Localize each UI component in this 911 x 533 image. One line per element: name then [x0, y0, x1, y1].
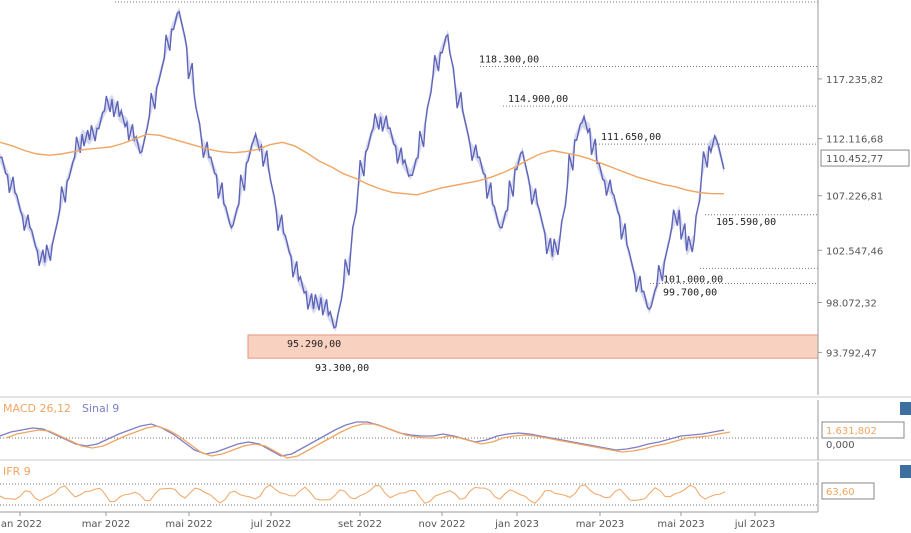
- panel-menu-icon: [900, 402, 911, 415]
- level-label: 111.650,00: [601, 132, 661, 143]
- ifr-value: 63,60: [826, 487, 855, 498]
- macd-signal-line: [5, 423, 731, 459]
- level-label: 95.290,00: [287, 339, 341, 350]
- time-tick-label: jul 2022: [250, 519, 292, 530]
- ifr-panel: IFR 9 63,60: [0, 462, 911, 512]
- time-tick-label: jan 2023: [494, 519, 539, 530]
- macd-signal-label: Sinal 9: [82, 402, 119, 415]
- price-tick-label: 117.235,82: [826, 75, 883, 86]
- ifr-label: IFR 9: [3, 465, 31, 478]
- level-label: 118.300,00: [479, 55, 539, 66]
- time-tick-label: jul 2023: [734, 519, 776, 530]
- current-price-label: 110.452,77: [826, 154, 883, 165]
- price-tick-label: 107.226,81: [826, 192, 883, 203]
- price-tick-label: 98.072,32: [826, 298, 877, 309]
- level-label: 114.900,00: [508, 94, 568, 105]
- level-label: 93.300,00: [315, 363, 369, 374]
- macd-zero-value: 0,000: [826, 440, 855, 451]
- time-tick-label: jan 2022: [0, 519, 42, 530]
- main-plot: [0, 1, 819, 359]
- time-tick-label: mai 2023: [657, 519, 704, 530]
- price-levels: 118.300,00 114.900,00 111.650,00 105.590,00…: [287, 55, 818, 374]
- panel-menu-icon: [900, 465, 911, 478]
- time-tick-label: nov 2022: [418, 519, 465, 530]
- macd-label: MACD 26,12: [3, 402, 71, 415]
- time-tick-label: mar 2022: [82, 519, 131, 530]
- time-tick-label: mar 2023: [576, 519, 625, 530]
- level-label: 99.700,00: [663, 288, 717, 299]
- moving-average-line: [0, 133, 724, 196]
- time-tick-label: mai 2022: [165, 519, 212, 530]
- level-label: 105.590,00: [716, 217, 776, 228]
- price-tick-label: 93.792,47: [826, 348, 877, 359]
- macd-panel: MACD 26,12 Sinal 9 1.631,802 0,000: [0, 396, 911, 461]
- macd-line: [0, 421, 725, 457]
- price-axis: 117.235,82 112.116,68 107.226,81 102.547,46…: [817, 0, 910, 395]
- current-price-box: [820, 149, 910, 167]
- macd-value-box: [821, 421, 905, 439]
- price-tick-label: 112.116,68: [826, 135, 883, 146]
- level-label: 101.000,00: [663, 274, 723, 285]
- ifr-line: [0, 484, 726, 504]
- ifr-value-box: [821, 482, 875, 500]
- price-series-line: [0, 10, 725, 329]
- macd-value: 1.631,802: [826, 426, 877, 437]
- time-tick-label: set 2022: [338, 519, 382, 530]
- time-axis: jan 2022 mar 2022 mai 2022 jul 2022 set 2022…: [0, 511, 818, 530]
- price-tick-label: 102.547,46: [826, 246, 883, 257]
